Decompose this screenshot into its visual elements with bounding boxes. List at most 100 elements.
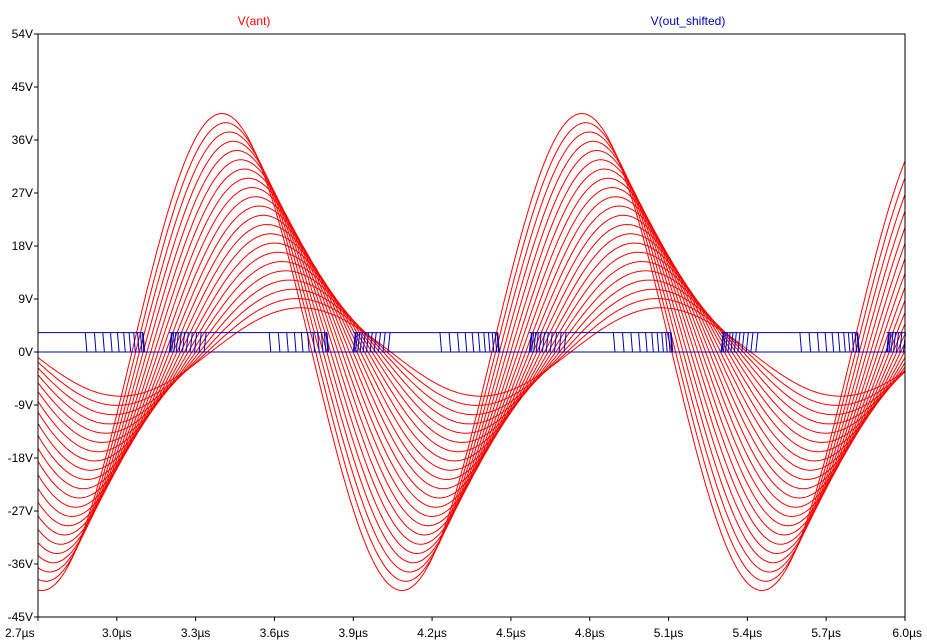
x-tick-label: 6.0µs <box>892 626 922 640</box>
v-out-falling-edge <box>851 332 855 353</box>
v-out-rising-edge <box>171 332 175 353</box>
v-out-falling-edge <box>123 332 126 353</box>
v-ant-traces <box>37 112 906 592</box>
v-out-rising-edge <box>369 332 373 353</box>
v-out-shifted-traces <box>38 332 907 353</box>
v-out-rising-edge <box>531 332 535 353</box>
v-ant-trace <box>37 261 906 443</box>
v-out-falling-edge <box>312 332 316 353</box>
y-tick-label: -36V <box>8 557 33 571</box>
x-tick-label: 3.6µs <box>260 626 290 640</box>
v-out-rising-edge <box>357 332 361 353</box>
v-out-falling-edge <box>456 332 460 353</box>
y-tick-label: 45V <box>12 80 33 94</box>
v-out-rising-edge <box>198 332 202 353</box>
y-tick-label: 36V <box>12 133 33 147</box>
v-ant-trace <box>37 131 906 573</box>
v-out-rising-edge <box>733 332 737 353</box>
x-tick-label: 3.3µs <box>181 626 211 640</box>
v-out-rising-edge <box>178 332 182 353</box>
v-out-rising-edge <box>899 332 903 353</box>
plot-frame <box>37 33 906 618</box>
x-axis: 2.7µs 3.0µs 3.3µs 3.6µs 3.9µs 4.2µs 4.5µs 4.8µs… <box>5 617 922 640</box>
v-out-falling-edge <box>300 332 304 353</box>
v-out-rising-edge <box>549 332 553 353</box>
v-out-falling-edge <box>824 332 828 353</box>
v-out-falling-edge <box>133 332 136 353</box>
v-out-falling-edge <box>323 332 327 353</box>
v-out-falling-edge <box>496 332 500 353</box>
v-ant-trace <box>37 214 906 490</box>
v-out-falling-edge <box>326 332 330 353</box>
v-out-falling-edge <box>638 332 641 353</box>
v-out-falling-edge <box>471 332 475 353</box>
v-out-falling-edge <box>670 332 674 353</box>
v-out-rising-edge <box>169 332 173 353</box>
v-out-rising-edge <box>529 332 533 353</box>
v-out-rising-edge <box>558 332 562 353</box>
v-out-falling-edge <box>102 332 105 353</box>
v-out-rising-edge <box>355 332 359 353</box>
v-out-falling-edge <box>491 332 495 353</box>
v-out-rising-edge <box>194 332 198 353</box>
v-ant-trace <box>37 205 906 499</box>
v-ant-trace <box>37 150 906 554</box>
x-tick-label: 5.4µs <box>733 626 763 640</box>
v-out-falling-edge <box>142 332 146 353</box>
v-out-rising-edge <box>359 332 363 353</box>
v-ant-trace <box>37 251 906 453</box>
v-out-falling-edge <box>837 332 841 353</box>
v-ant-trace <box>37 242 906 462</box>
y-tick-label: -27V <box>8 504 33 518</box>
v-out-rising-edge <box>886 332 890 353</box>
v-out-falling-edge <box>667 332 671 353</box>
v-out-rising-edge <box>895 332 900 353</box>
v-out-falling-edge <box>661 332 664 353</box>
v-out-falling-edge <box>847 332 851 353</box>
trace-label-v-out-shifted: V(out_shifted) <box>651 14 726 28</box>
v-out-falling-edge <box>137 332 140 353</box>
v-out-falling-edge <box>84 332 88 353</box>
v-out-rising-edge <box>382 332 386 353</box>
v-out-falling-edge <box>439 332 443 353</box>
v-out-rising-edge <box>189 332 193 353</box>
v-out-rising-edge <box>182 332 186 353</box>
v-out-rising-edge <box>892 332 897 353</box>
y-tick-label: 54V <box>12 27 33 41</box>
v-out-rising-edge <box>377 332 382 353</box>
v-out-rising-edge <box>535 332 539 353</box>
v-out-falling-edge <box>669 332 673 353</box>
v-out-falling-edge <box>320 332 324 353</box>
x-tick-label: 3.0µs <box>102 626 132 640</box>
v-ant-trace <box>37 270 906 434</box>
v-out-falling-edge <box>857 332 860 353</box>
v-out-rising-edge <box>373 332 377 353</box>
v-out-rising-edge <box>730 332 734 353</box>
v-ant-trace <box>37 307 906 397</box>
x-tick-label: 4.8µs <box>575 626 605 640</box>
v-out-falling-edge <box>645 332 648 353</box>
v-out-rising-edge <box>722 332 726 353</box>
v-out-rising-edge <box>387 332 391 353</box>
v-out-falling-edge <box>487 332 491 353</box>
v-out-rising-edge <box>203 332 207 353</box>
v-out-rising-edge <box>750 332 754 353</box>
y-tick-label: 0V <box>18 345 33 359</box>
v-out-rising-edge <box>185 332 189 353</box>
v-out-rising-edge <box>755 332 759 353</box>
v-out-rising-edge <box>175 332 179 353</box>
v-out-falling-edge <box>477 332 481 353</box>
plot-background <box>38 34 905 617</box>
v-out-falling-edge <box>325 332 329 353</box>
y-tick-label: -18V <box>8 451 33 465</box>
v-out-rising-edge <box>352 332 356 353</box>
v-out-falling-edge <box>497 332 500 353</box>
v-out-rising-edge <box>721 332 725 353</box>
v-out-falling-edge <box>116 332 120 353</box>
y-tick-label: -9V <box>14 398 33 412</box>
v-ant-trace <box>37 159 906 545</box>
v-out-falling-edge <box>843 332 846 353</box>
v-out-rising-edge <box>362 332 366 353</box>
v-out-rising-edge <box>890 332 894 353</box>
y-axis: 54V 45V 36V 27V 18V 9V 0V -9V -18V -27V -36V -45V <box>8 27 38 624</box>
